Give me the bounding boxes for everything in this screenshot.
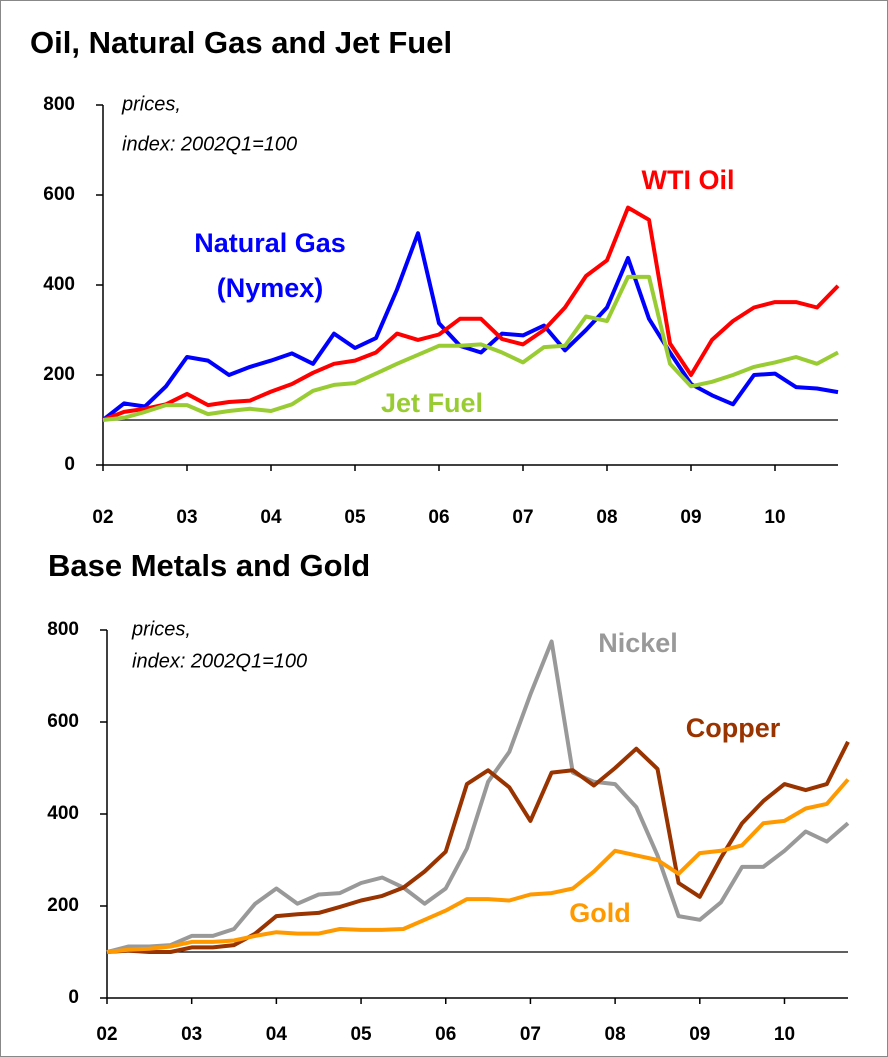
x-tick-label: 07 — [520, 1024, 541, 1045]
x-tick-label: 10 — [774, 1024, 795, 1045]
chart-title: Base Metals and Gold — [48, 548, 370, 583]
series-label: Jet Fuel — [381, 388, 483, 418]
x-tick-label: 07 — [512, 507, 533, 528]
y-tick-label: 800 — [47, 619, 79, 640]
series-label: Natural Gas (Nymex) — [194, 228, 346, 303]
y-tick-label: 0 — [64, 454, 75, 475]
series-line — [101, 231, 839, 422]
series-line — [106, 639, 850, 954]
x-tick-label: 05 — [344, 507, 366, 528]
series-line — [102, 205, 840, 422]
x-tick-label: 10 — [764, 507, 785, 528]
x-tick-label: 03 — [181, 1024, 202, 1045]
x-tick-label: 06 — [435, 1024, 456, 1045]
series-label: Nickel — [598, 628, 678, 658]
y-tick-label: 400 — [43, 274, 75, 295]
x-tick-label: 06 — [428, 507, 449, 528]
note: prices, — [121, 93, 181, 115]
y-tick-label: 0 — [68, 987, 79, 1008]
chart-title: Oil, Natural Gas and Jet Fuel — [30, 25, 452, 60]
y-tick-label: 200 — [43, 364, 75, 385]
series-label: WTI Oil — [642, 165, 735, 195]
note: index: 2002Q1=100 — [122, 133, 297, 155]
series-label: Copper — [686, 713, 781, 743]
x-tick-label: 08 — [605, 1024, 626, 1045]
series-label: Gold — [569, 898, 631, 928]
x-tick-label: 02 — [96, 1024, 117, 1045]
y-tick-label: 600 — [47, 711, 79, 732]
x-tick-label: 08 — [596, 507, 617, 528]
x-tick-label: 04 — [260, 507, 282, 528]
x-tick-label: 03 — [176, 507, 197, 528]
note: prices, — [131, 618, 191, 640]
y-tick-label: 800 — [43, 94, 75, 115]
series-line — [102, 274, 839, 422]
x-tick-label: 09 — [680, 507, 701, 528]
y-tick-label: 400 — [47, 803, 79, 824]
x-tick-label: 05 — [350, 1024, 372, 1045]
note: index: 2002Q1=100 — [132, 650, 307, 672]
y-tick-label: 600 — [43, 184, 75, 205]
x-tick-label: 02 — [92, 507, 113, 528]
y-tick-label: 200 — [47, 895, 79, 916]
x-tick-label: 04 — [266, 1024, 288, 1045]
series-line — [106, 778, 850, 954]
x-tick-label: 09 — [689, 1024, 710, 1045]
